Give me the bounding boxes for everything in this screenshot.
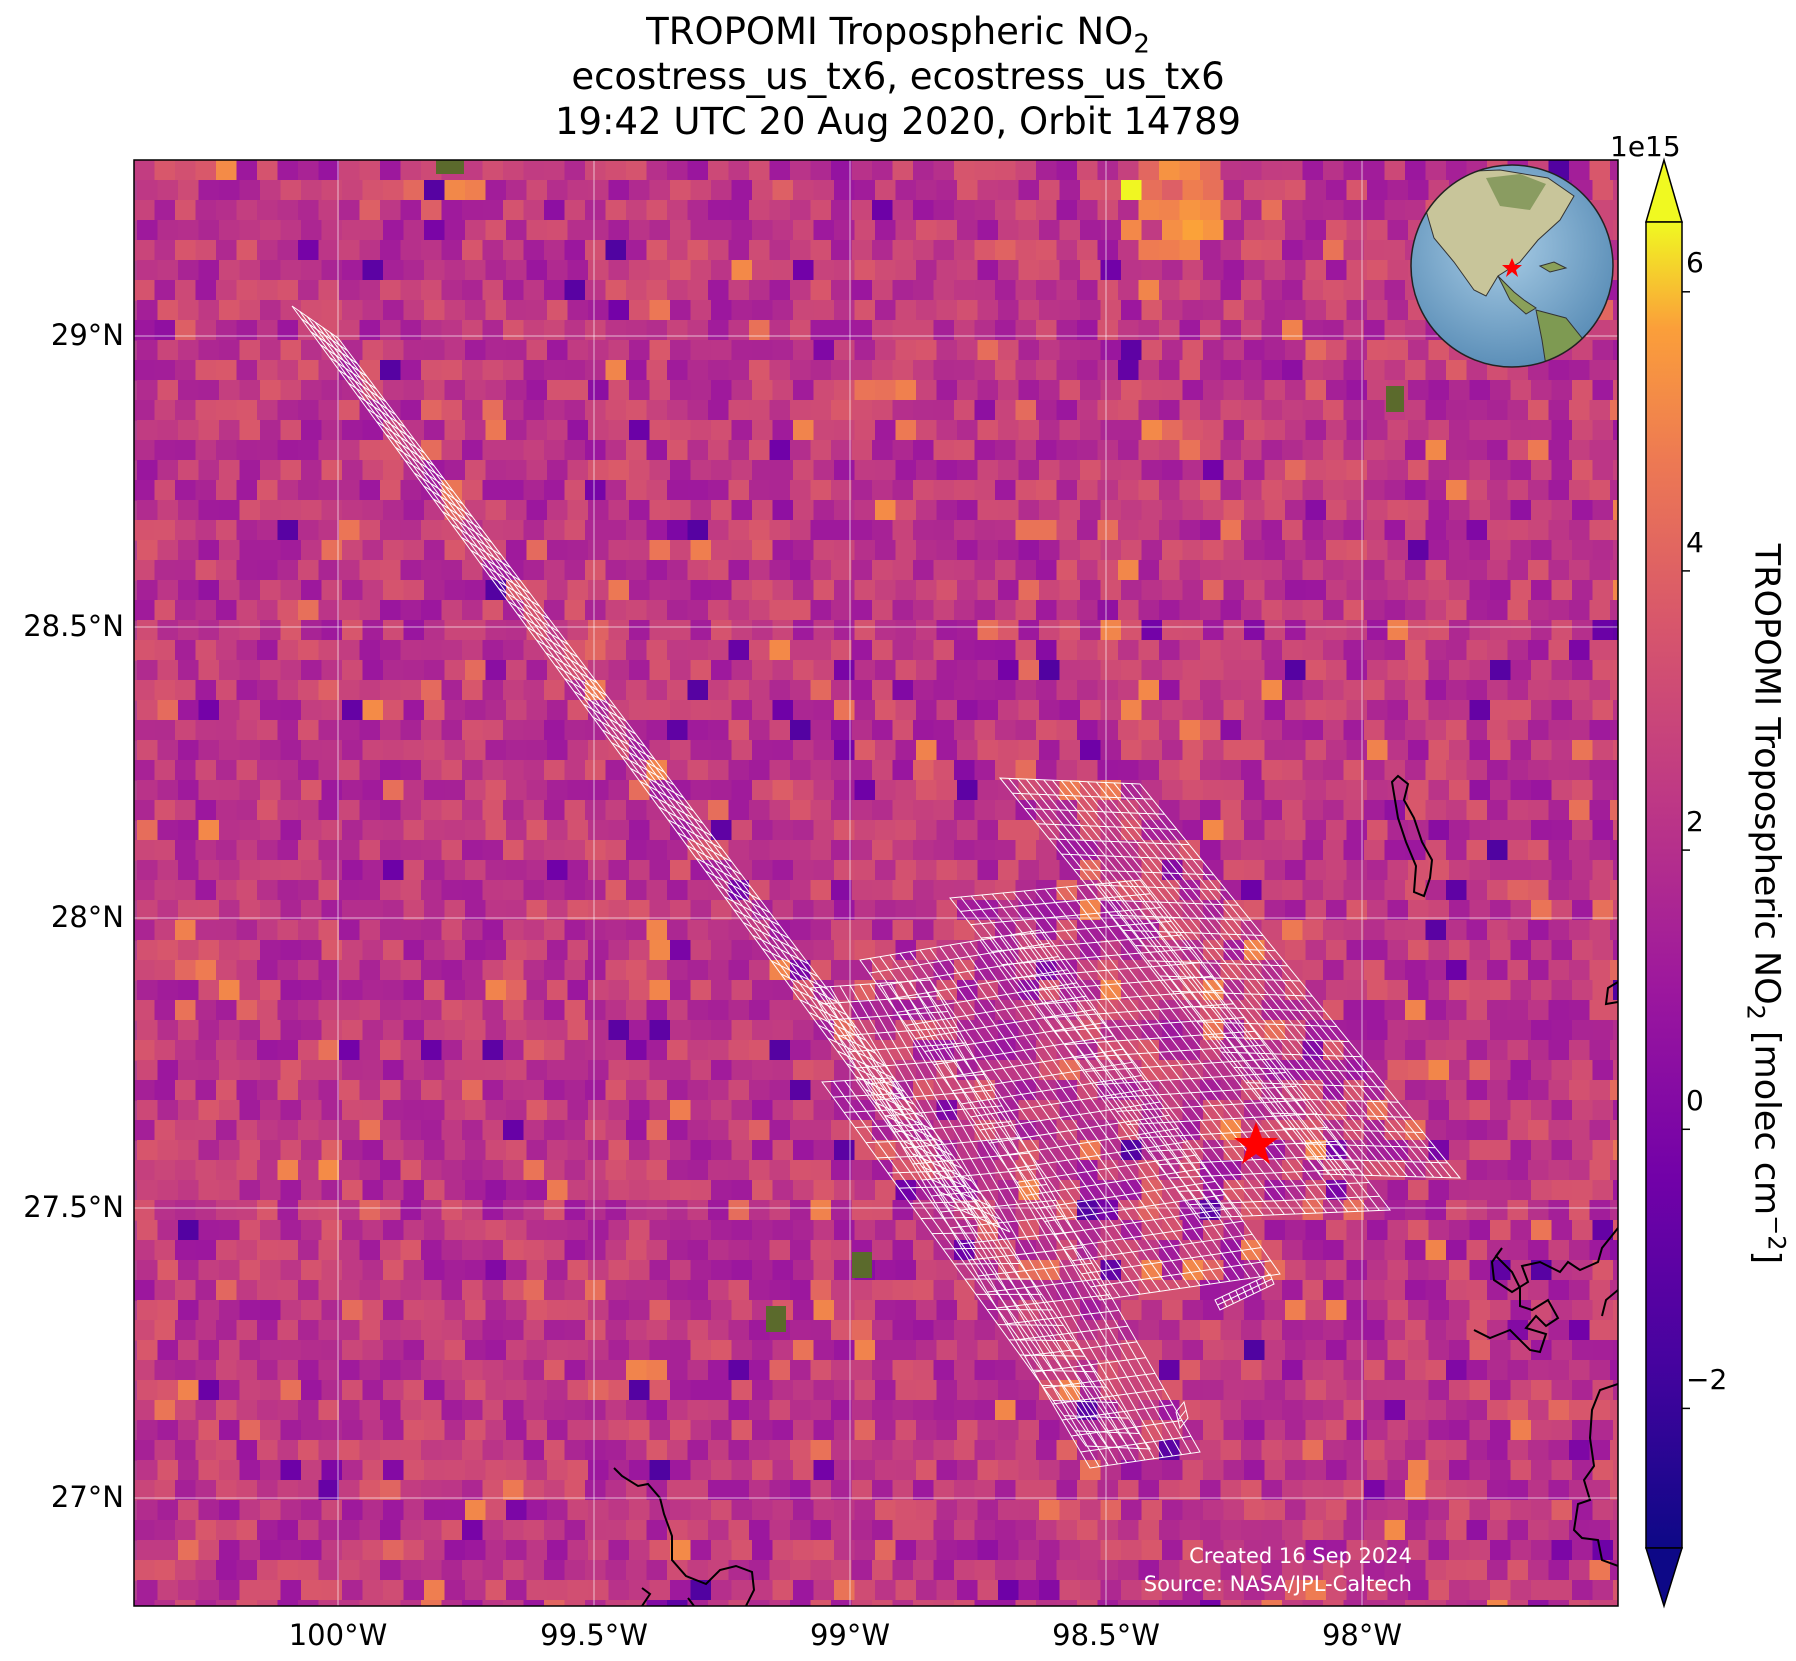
site-star-icon xyxy=(1234,1122,1278,1164)
colorbar-tick-label: 4 xyxy=(1686,526,1704,559)
map-frame xyxy=(133,159,1619,1607)
credit-created: Created 16 Sep 2024 xyxy=(1189,1544,1412,1568)
colorbar-label: TROPOMI Tropospheric NO2 [molec cm−2] xyxy=(1741,543,1791,1265)
gridlines xyxy=(134,160,1618,1606)
colorbar-tick-label: 6 xyxy=(1686,246,1704,279)
land-imagery-patches xyxy=(436,160,1404,1332)
lon-tick-label: 99.5°W xyxy=(540,1618,648,1652)
colorbar-tick-label: 0 xyxy=(1686,1084,1704,1117)
lon-tick-label: 98°W xyxy=(1321,1618,1403,1652)
chart-subtitle-time: 19:42 UTC 20 Aug 2020, Orbit 14789 xyxy=(554,100,1242,143)
colorbar-tick-label: 2 xyxy=(1686,805,1704,838)
lat-tick-label: 28.5°N xyxy=(23,609,124,643)
no2-pixel-field xyxy=(134,160,1618,1606)
lat-tick-label: 27°N xyxy=(50,1480,124,1514)
lon-tick-label: 98.5°W xyxy=(1052,1618,1160,1652)
title-prefix: TROPOMI Tropospheric NO xyxy=(646,10,1134,53)
chart-subtitle-targets: ecostress_us_tx6, ecostress_us_tx6 xyxy=(571,55,1225,98)
lat-tick-label: 28°N xyxy=(50,900,124,934)
colorbar-ticks xyxy=(1682,291,1690,1410)
chart-title: TROPOMI Tropospheric NO2 xyxy=(0,10,1796,66)
colorbar-exponent: 1e15 xyxy=(1610,130,1681,163)
lat-tick-label: 27.5°N xyxy=(23,1190,124,1224)
map-panel xyxy=(134,160,1618,1606)
lon-tick-label: 100°W xyxy=(288,1618,388,1652)
lon-tick-label: 99°W xyxy=(809,1618,891,1652)
credit-source: Source: NASA/JPL-Caltech xyxy=(1143,1572,1412,1596)
colorbar xyxy=(1644,157,1690,1609)
colorbar-tick-label: −2 xyxy=(1686,1363,1728,1396)
coastline xyxy=(613,774,1618,1606)
title-subscript: 2 xyxy=(1133,29,1150,60)
globe-site-star-icon xyxy=(1502,258,1522,277)
ecostress-swath-footprints xyxy=(291,305,1462,1469)
lat-tick-label: 29°N xyxy=(50,318,124,352)
